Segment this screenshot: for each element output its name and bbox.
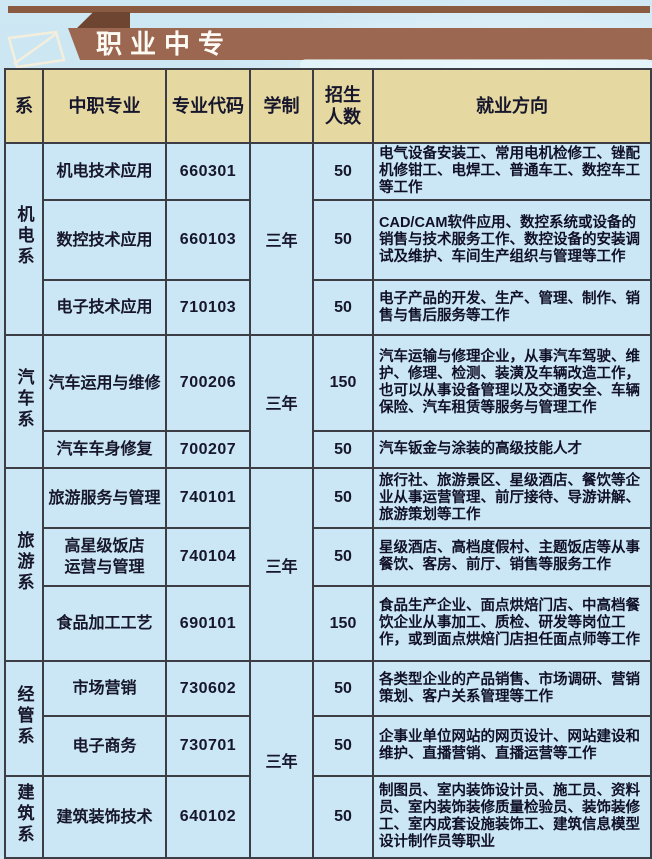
jobs-cell: 星级酒店、高档度假村、主题饭店等从事餐饮、客房、前厅、销售等服务工作 [372, 527, 652, 587]
col-header-enrollment: 招生 人数 [312, 68, 374, 144]
jobs-cell: 食品生产企业、面点烘焙门店、中高档餐饮企业从事加工、质检、研发等岗位工作，或到面… [372, 585, 652, 662]
table-row: 电子商务 730701 50 企事业单位网站的网页设计、网站建设和维护、直播营销… [5, 715, 652, 777]
table-row: 经管系 市场营销 730602 三年 50 各类型企业的产品销售、市场调研、营销… [4, 660, 652, 859]
col-header-code: 专业代码 [165, 68, 251, 144]
major-cell: 电子商务 [42, 715, 167, 777]
code-cell: 730602 [165, 660, 251, 717]
jobs-cell: 制图员、室内装饰设计员、施工员、资料员、室内装饰装修质量检验员、装饰装修工、室内… [372, 775, 652, 859]
code-cell: 700207 [165, 430, 251, 469]
page-title: 职业中专 [96, 29, 233, 59]
enrollment-cell: 150 [312, 585, 374, 662]
corner-flag-icon [7, 30, 66, 69]
dept-cell: 建筑系 [4, 775, 44, 859]
col-header-jobs: 就业方向 [372, 68, 652, 144]
enrollment-cell: 50 [312, 467, 374, 529]
jobs-cell: 各类型企业的产品销售、市场调研、营销策划、客户关系管理等工作 [372, 660, 652, 717]
code-cell: 690101 [165, 585, 251, 662]
enrollment-cell: 50 [312, 660, 374, 717]
jobs-cell: 汽车钣金与涂装的高级技能人才 [372, 430, 652, 469]
col-header-duration: 学制 [249, 68, 314, 144]
table-row: 旅游系 旅游服务与管理 740101 三年 50 旅行社、旅游景区、星级酒店、餐… [4, 467, 652, 662]
jobs-cell: 电气设备安装工、常用电机检修工、锉配机修钳工、电焊工、普通车工、数控车工等工作 [372, 142, 652, 201]
major-cell: 旅游服务与管理 [42, 467, 167, 529]
table-row: 电子技术应用 710103 50 电子产品的开发、生产、管理、制作、销售与售后服… [5, 279, 652, 336]
enrollment-cell: 150 [312, 334, 374, 432]
code-cell: 660103 [165, 199, 251, 281]
duration-cell: 三年 [249, 467, 314, 662]
major-cell: 数控技术应用 [42, 199, 167, 281]
section-banner: 职业中专 [68, 28, 652, 60]
decorative-wash [300, 59, 652, 71]
table-row: 食品加工工艺 690101 150 食品生产企业、面点烘焙门店、中高档餐饮企业从… [5, 585, 652, 662]
code-cell: 740104 [165, 527, 251, 587]
duration-cell: 三年 [249, 142, 314, 336]
table-row: 汽车车身修复 700207 50 汽车钣金与涂装的高级技能人才 [5, 430, 652, 469]
table-row: 机电系 机电技术应用 660301 三年 50 电气设备安装工、常用电机检修工、… [4, 142, 652, 336]
col-header-major: 中职专业 [42, 68, 167, 144]
jobs-cell: 企事业单位网站的网页设计、网站建设和维护、直播营销、直播运营等工作 [372, 715, 652, 777]
major-cell: 食品加工工艺 [42, 585, 167, 662]
major-cell: 高星级饭店 运营与管理 [42, 527, 167, 587]
admissions-table: 系 中职专业 专业代码 学制 招生 人数 就业方向 机电系 机电技术应用 660… [4, 68, 652, 859]
enrollment-cell: 50 [312, 715, 374, 777]
code-cell: 660301 [165, 142, 251, 201]
major-cell: 机电技术应用 [42, 142, 167, 201]
header-row: 系 中职专业 专业代码 学制 招生 人数 就业方向 [4, 68, 652, 144]
table-row: 数控技术应用 660103 50 CAD/CAM软件应用、数控系统或设备的销售与… [5, 199, 652, 281]
table-row: 汽车系 汽车运用与维修 700206 三年 150 汽车运输与修理企业，从事汽车… [4, 334, 652, 469]
banner-step-shape [76, 12, 130, 29]
code-cell: 740101 [165, 467, 251, 529]
duration-cell: 三年 [249, 334, 314, 469]
enrollment-cell: 50 [312, 199, 374, 281]
enrollment-cell: 50 [312, 142, 374, 201]
major-cell: 建筑装饰技术 [42, 775, 167, 859]
enrollment-cell: 50 [312, 279, 374, 336]
jobs-cell: 汽车运输与修理企业，从事汽车驾驶、维护、修理、检测、装潢及车辆改造工作，也可以从… [372, 334, 652, 432]
jobs-cell: 旅行社、旅游景区、星级酒店、餐饮等企业从事运营管理、前厅接待、导游讲解、旅游策划… [372, 467, 652, 529]
banner-top-strip [8, 6, 650, 13]
dept-cell: 汽车系 [4, 334, 44, 469]
dept-cell: 机电系 [4, 142, 44, 336]
table-row: 高星级饭店 运营与管理 740104 50 星级酒店、高档度假村、主题饭店等从事… [5, 527, 652, 587]
enrollment-cell: 50 [312, 775, 374, 859]
table-row: 建筑系 建筑装饰技术 640102 50 制图员、室内装饰设计员、施工员、资料员… [4, 775, 652, 859]
jobs-cell: 电子产品的开发、生产、管理、制作、销售与售后服务等工作 [372, 279, 652, 336]
code-cell: 700206 [165, 334, 251, 432]
code-cell: 640102 [165, 775, 251, 859]
major-cell: 电子技术应用 [42, 279, 167, 336]
duration-cell: 三年 [249, 660, 314, 859]
code-cell: 710103 [165, 279, 251, 336]
major-cell: 汽车运用与维修 [42, 334, 167, 432]
dept-cell: 旅游系 [4, 467, 44, 662]
col-header-department: 系 [4, 68, 44, 144]
major-cell: 市场营销 [42, 660, 167, 717]
code-cell: 730701 [165, 715, 251, 777]
dept-cell: 经管系 [4, 660, 44, 777]
enrollment-cell: 50 [312, 527, 374, 587]
major-cell: 汽车车身修复 [42, 430, 167, 469]
jobs-cell: CAD/CAM软件应用、数控系统或设备的销售与技术服务工作、数控设备的安装调试及… [372, 199, 652, 281]
enrollment-cell: 50 [312, 430, 374, 469]
